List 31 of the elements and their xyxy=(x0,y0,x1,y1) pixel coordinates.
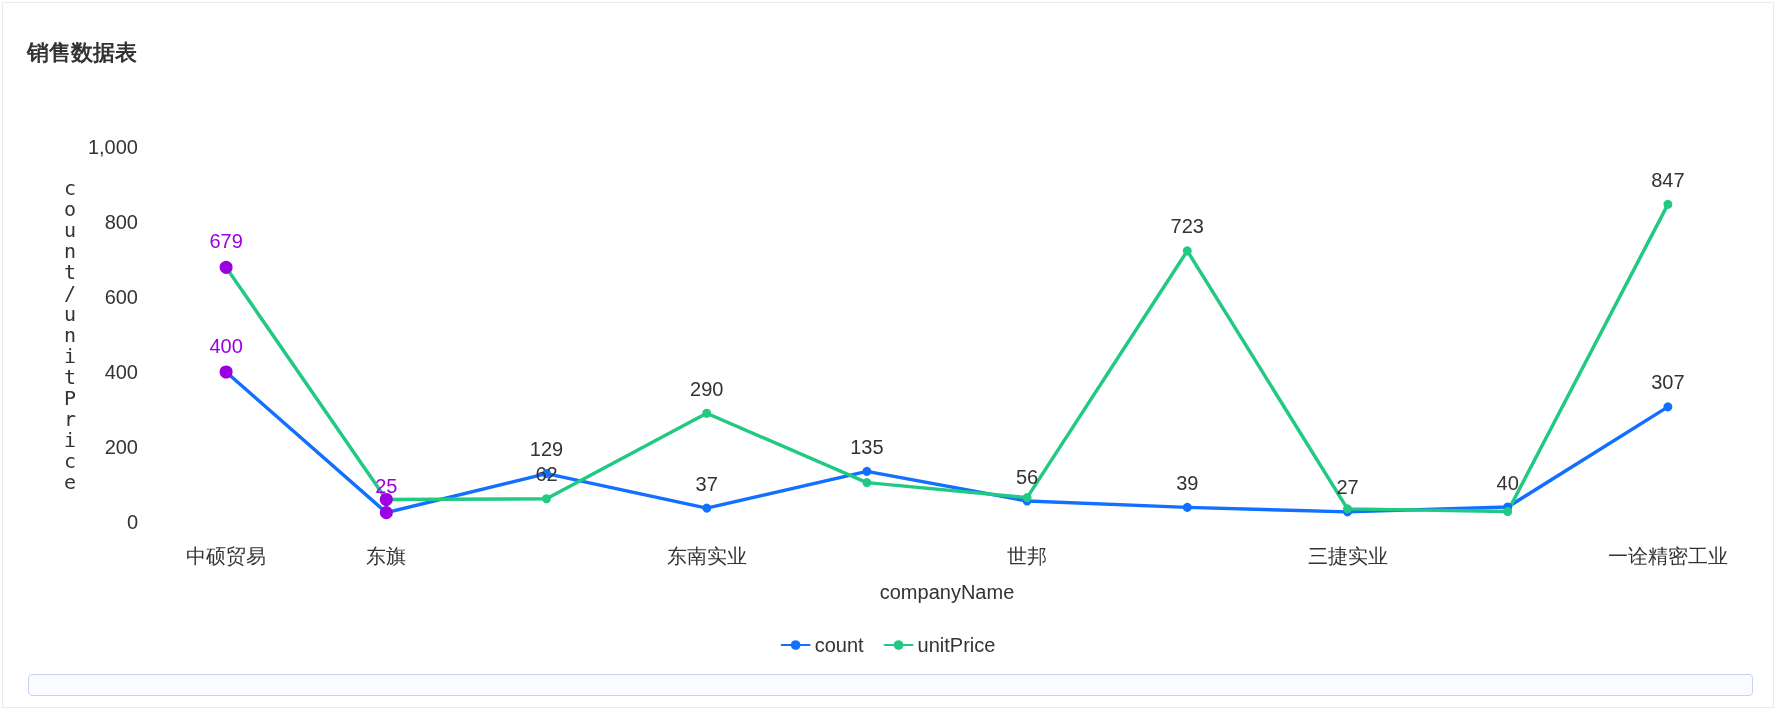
data-label: 39 xyxy=(1176,471,1199,494)
legend-label: unitPrice xyxy=(917,634,996,656)
data-label: 27 xyxy=(1336,476,1359,499)
data-label: 37 xyxy=(695,472,718,495)
chart-title: 销售数据表 xyxy=(26,39,137,65)
x-tick-label: 世邦 xyxy=(1007,545,1048,567)
y-tick-label: 0 xyxy=(126,511,138,533)
data-label: 56 xyxy=(1015,465,1039,488)
data-label: 723 xyxy=(1170,215,1204,238)
data-label: 135 xyxy=(850,435,884,458)
data-label: 847 xyxy=(1651,168,1685,191)
x-axis-title: companyName xyxy=(879,581,1015,603)
data-label: 307 xyxy=(1651,371,1685,394)
data-label: 40 xyxy=(1496,471,1519,494)
x-tick-label: 中硕贸易 xyxy=(186,545,267,567)
y-tick-label: 400 xyxy=(104,361,138,383)
data-label: 679 xyxy=(209,229,243,252)
x-tick-label: 一诠精密工业 xyxy=(1607,545,1728,567)
y-tick-label: 600 xyxy=(104,286,138,308)
legend-label: count xyxy=(814,634,864,656)
data-label: 62 xyxy=(535,463,558,486)
y-tick-label: 1,000 xyxy=(87,136,138,158)
x-tick-label: 东旗 xyxy=(366,545,407,567)
data-label: 290 xyxy=(690,377,724,400)
data-label: 400 xyxy=(209,334,243,357)
data-label: 129 xyxy=(529,438,564,461)
x-tick-label: 东南实业 xyxy=(666,545,747,567)
text: count/unitPrice xyxy=(63,175,76,494)
y-tick-label: 800 xyxy=(104,211,138,233)
y-tick-label: 200 xyxy=(104,436,138,458)
x-tick-label: 三捷实业 xyxy=(1307,545,1388,567)
